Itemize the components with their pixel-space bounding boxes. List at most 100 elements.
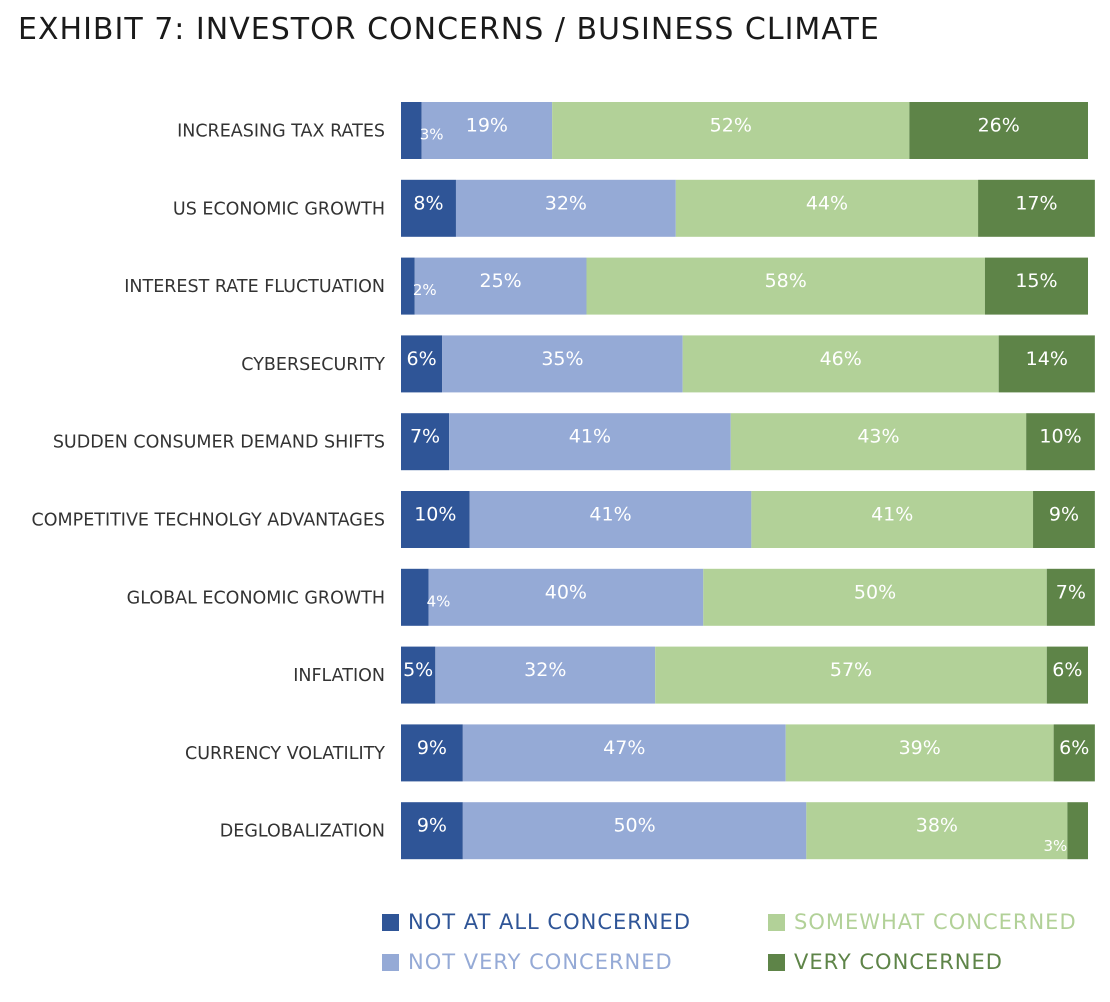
data-label: 15% [1015, 270, 1057, 292]
category-label: CYBERSECURITY [241, 355, 385, 375]
data-label: 58% [765, 270, 807, 292]
data-label: 8% [413, 192, 443, 214]
category-label: CURRENCY VOLATILITY [185, 744, 385, 764]
data-label: 47% [603, 737, 645, 759]
data-label: 6% [1052, 659, 1082, 681]
data-label: 38% [916, 815, 958, 837]
data-label: 4% [427, 592, 451, 610]
bar-segment-very [909, 102, 1088, 159]
bar-segment-not-very [455, 179, 676, 237]
bar-segment-not-at-all [401, 802, 463, 860]
data-label: 7% [410, 426, 440, 448]
data-label: 46% [820, 348, 862, 370]
bar-segment-somewhat [586, 257, 985, 315]
data-label: 25% [479, 270, 521, 292]
data-label: 40% [545, 581, 587, 603]
bar-segment-not-at-all [401, 413, 450, 471]
category-label: INCREASING TAX RATES [177, 122, 385, 142]
category-label: INFLATION [293, 666, 385, 686]
data-label: 43% [857, 426, 899, 448]
bar-segment-not-very [442, 335, 683, 393]
bar-segment-not-at-all [401, 335, 443, 393]
bar-segment-not-very [435, 646, 656, 704]
bar-segment-very [1033, 491, 1095, 548]
data-label: 19% [466, 115, 508, 137]
bar-segment-not-at-all [401, 568, 429, 626]
data-label: 17% [1015, 192, 1057, 214]
data-label: 6% [407, 348, 437, 370]
bar-segment-very [978, 179, 1095, 237]
bar-segment-somewhat [751, 491, 1034, 548]
bar-segment-somewhat [730, 413, 1027, 471]
bar-segment-somewhat [806, 802, 1068, 860]
data-label: 41% [589, 504, 631, 526]
data-label: 7% [1056, 581, 1086, 603]
bar-segment-very [984, 257, 1088, 315]
bar-segment-not-at-all [401, 646, 436, 704]
category-label: GLOBAL ECONOMIC GROWTH [127, 588, 385, 608]
data-label: 9% [1049, 504, 1079, 526]
data-label: 2% [413, 281, 437, 299]
category-label: US ECONOMIC GROWTH [173, 199, 385, 219]
data-label: 5% [403, 659, 433, 681]
legend-swatch [382, 913, 399, 931]
data-label: 32% [545, 192, 587, 214]
category-label: DEGLOBALIZATION [220, 822, 385, 842]
legend-item-very: VERY CONCERNED [768, 950, 1003, 974]
bar-segment-not-very [428, 568, 704, 626]
bar-segment-very [1026, 413, 1095, 471]
data-label: 35% [541, 348, 583, 370]
data-label: 3% [420, 126, 444, 144]
bar-segment-somewhat [682, 335, 999, 393]
data-label: 10% [1039, 426, 1081, 448]
category-label: SUDDEN CONSUMER DEMAND SHIFTS [53, 433, 385, 453]
bar-segment-not-at-all [401, 257, 415, 315]
bar-segment-somewhat [552, 102, 910, 159]
legend-label: SOMEWHAT CONCERNED [794, 910, 1077, 934]
bar-segment-somewhat [655, 646, 1047, 704]
legend-label: VERY CONCERNED [794, 950, 1003, 974]
data-label: 52% [710, 115, 752, 137]
bar-segment-not-very [462, 724, 786, 782]
data-label: 41% [871, 504, 913, 526]
legend-label: NOT VERY CONCERNED [408, 950, 673, 974]
bar-segment-not-very [449, 413, 731, 471]
data-label: 39% [899, 737, 941, 759]
bar-segment-not-at-all [401, 724, 463, 782]
bar-segment-not-very [414, 257, 587, 315]
legend-label: NOT AT ALL CONCERNED [408, 910, 691, 934]
legend-swatch [382, 953, 399, 971]
bar-segment-very [1053, 724, 1095, 782]
data-label: 9% [417, 737, 447, 759]
data-label: 10% [414, 504, 456, 526]
bar-segment-not-very [469, 491, 752, 548]
legend-item-not-at-all: NOT AT ALL CONCERNED [382, 910, 691, 934]
bar-segment-somewhat [785, 724, 1054, 782]
bar-segments [401, 102, 1095, 860]
bar-segment-not-very [421, 102, 553, 159]
data-label: 50% [613, 815, 655, 837]
legend-swatch [768, 953, 785, 971]
data-label: 57% [830, 659, 872, 681]
bar-segment-somewhat [703, 568, 1047, 626]
data-label: 50% [854, 581, 896, 603]
category-labels: INCREASING TAX RATES US ECONOMIC GROWTH IN… [32, 122, 386, 842]
data-label: 3% [1043, 837, 1067, 855]
category-label: COMPETITIVE TECHNOLGY ADVANTAGES [32, 511, 385, 531]
bar-segment-not-at-all [401, 102, 422, 159]
category-label: INTEREST RATE FLUCTUATION [124, 277, 385, 297]
bar-segment-very [998, 335, 1095, 393]
legend-item-not-very: NOT VERY CONCERNED [382, 950, 673, 974]
bar-segment-very [1046, 568, 1095, 626]
chart-legend: NOT AT ALL CONCERNED SOMEWHAT CONCERNED … [382, 910, 1102, 992]
data-label: 26% [978, 115, 1020, 137]
segment-labels: 3% 19% 52% 26% 8% 32% 44% 17% 2% 25% 58% 15% 6% 35% 46… [403, 115, 1089, 856]
bar-segment-not-at-all [401, 179, 456, 237]
bar-segment-very [1067, 802, 1088, 860]
data-label: 6% [1059, 737, 1089, 759]
stacked-bar-chart: INCREASING TAX RATES US ECONOMIC GROWTH IN… [32, 102, 1095, 860]
data-label: 41% [569, 426, 611, 448]
bar-segment-somewhat [675, 179, 979, 237]
data-label: 32% [524, 659, 566, 681]
bar-segment-very [1046, 646, 1088, 704]
